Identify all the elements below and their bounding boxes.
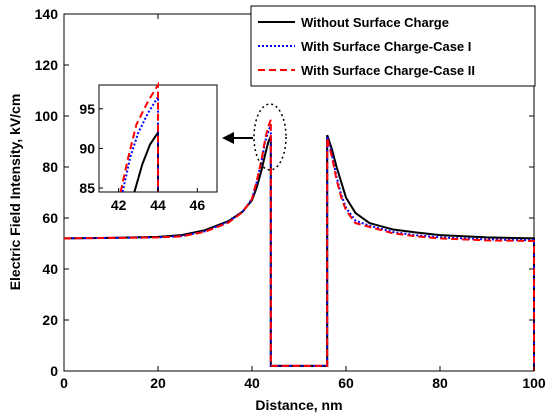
inset-y-tick-label: 85 [79, 180, 95, 196]
inset-series-line-2 [121, 93, 159, 193]
legend-box [250, 5, 536, 87]
series-line-3 [63, 119, 535, 371]
inset-x-tick-label: 46 [190, 197, 206, 213]
inset-x-tick-label: 44 [150, 197, 166, 213]
main-series-group [63, 119, 535, 371]
x-tick-label: 80 [432, 375, 448, 391]
legend-label-case2: With Surface Charge-Case II [301, 63, 475, 78]
inset-y-tick-label: 95 [79, 101, 95, 117]
inset-y-axis-ticks: 85 90 95 [79, 101, 103, 196]
legend-label-case1: With Surface Charge-Case I [301, 39, 471, 54]
legend: Without Surface Charge With Surface Char… [250, 5, 536, 87]
x-axis-label: Distance, nm [255, 397, 342, 413]
inset-x-axis-ticks: 42 44 46 [111, 188, 205, 213]
x-tick-label: 20 [150, 375, 166, 391]
y-axis-label: Electric Field Intensity, kV/cm [7, 94, 23, 291]
y-tick-label: 140 [35, 6, 59, 22]
y-tick-label: 120 [35, 57, 59, 73]
inset-x-tick-label: 42 [111, 197, 127, 213]
inset-series-line-3 [119, 81, 159, 193]
x-tick-label: 60 [338, 375, 354, 391]
x-tick-label: 40 [244, 375, 260, 391]
x-axis-ticks: 0 20 40 60 80 100 [60, 14, 546, 391]
y-tick-label: 100 [35, 108, 59, 124]
y-tick-label: 20 [42, 312, 58, 328]
legend-label-without: Without Surface Charge [301, 15, 449, 30]
peak-highlight-ellipse [253, 103, 287, 171]
y-tick-label: 40 [42, 261, 58, 277]
y-axis-ticks: 0 20 40 60 80 100 120 140 [35, 6, 534, 379]
inset-y-tick-label: 90 [79, 140, 95, 156]
y-tick-label: 80 [42, 159, 58, 175]
inset-series-group [119, 81, 159, 193]
y-tick-label: 60 [42, 210, 58, 226]
x-tick-label: 0 [60, 375, 68, 391]
inset-arrow-head [222, 132, 234, 144]
x-tick-label: 100 [522, 375, 546, 391]
y-tick-label: 0 [50, 363, 58, 379]
